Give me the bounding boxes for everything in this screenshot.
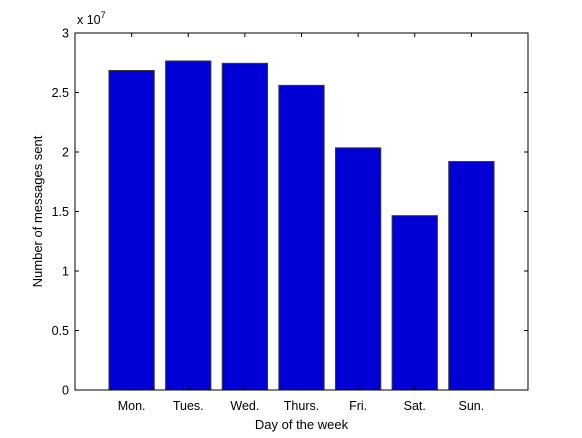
bar-fri <box>334 147 382 391</box>
y-tick-label: 2 <box>62 146 69 160</box>
x-tick-label: Tues. <box>173 399 204 413</box>
y-tick-label: 1.5 <box>52 205 69 219</box>
y-axis-multiplier-exponent: 7 <box>101 10 106 20</box>
y-tick-label: 1 <box>62 265 69 279</box>
x-tick-label: Sun. <box>459 399 485 413</box>
bar-sun <box>448 161 495 391</box>
bar-sat <box>391 215 438 391</box>
bar-tues <box>165 60 212 391</box>
x-tick-label: Wed. <box>230 399 259 413</box>
ticks-group: Mon. Tues. Wed. Thurs. Fri. Sat. Sun. 0 0.5 1 1.5 2… <box>52 27 528 413</box>
x-tick-label: Mon. <box>118 399 146 413</box>
x-axis-label: Day of the week <box>255 417 349 432</box>
x-tick-label: Thurs. <box>284 399 319 413</box>
x-tick-label: Fri. <box>349 399 367 413</box>
y-tick-label: 3 <box>62 27 69 41</box>
bar-thurs <box>278 84 325 391</box>
y-tick-label: 0 <box>62 384 69 398</box>
y-axis-multiplier: x 107 <box>77 10 106 27</box>
y-axis-label: Number of messages sent <box>30 135 45 287</box>
x-tick-label: Sat. <box>404 399 426 413</box>
bar-wed <box>221 62 269 391</box>
bars-group <box>108 60 495 391</box>
plot-frame <box>74 32 529 391</box>
y-tick-label: 0.5 <box>52 324 69 338</box>
bar-mon <box>108 69 155 391</box>
y-tick-label: 2.5 <box>52 86 69 100</box>
